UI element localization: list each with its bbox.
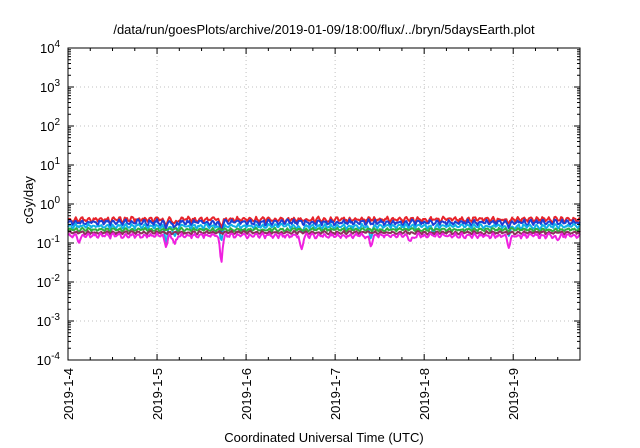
y-tick-label: 101	[40, 156, 60, 173]
x-tick-label: 2019-1-9	[506, 368, 521, 420]
x-tick-label: 2019-1-5	[150, 368, 165, 420]
y-axis-label: cGy/day	[21, 176, 36, 224]
y-tick-label: 102	[40, 117, 60, 134]
x-tick-label: 2019-1-8	[417, 368, 432, 420]
y-tick-label: 104	[40, 39, 60, 56]
series-line	[67, 229, 581, 236]
y-tick-label: 10-1	[37, 234, 61, 251]
y-tick-label: 10-2	[37, 273, 61, 290]
grid	[68, 48, 580, 360]
x-tick-label: 2019-1-6	[239, 368, 254, 420]
series-line	[67, 215, 581, 229]
series-line	[67, 218, 581, 233]
y-tick-label: 100	[40, 195, 60, 212]
series-lines	[67, 215, 581, 263]
series-line	[67, 222, 581, 245]
chart-title: /data/run/goesPlots/archive/2019-01-09/1…	[113, 22, 535, 37]
axis-ticks: 10-4 10-3 10-2 10-1 100 101 102 103 104 2019-1-4 2…	[37, 39, 580, 420]
series-line	[67, 232, 581, 263]
y-tick-label: 103	[40, 78, 60, 95]
series-line	[67, 226, 581, 233]
x-tick-label: 2019-1-4	[61, 368, 76, 420]
y-tick-label: 10-3	[37, 312, 61, 329]
x-axis-label: Coordinated Universal Time (UTC)	[224, 430, 423, 445]
y-tick-label: 10-4	[37, 351, 61, 368]
x-tick-label: 2019-1-7	[328, 368, 343, 420]
